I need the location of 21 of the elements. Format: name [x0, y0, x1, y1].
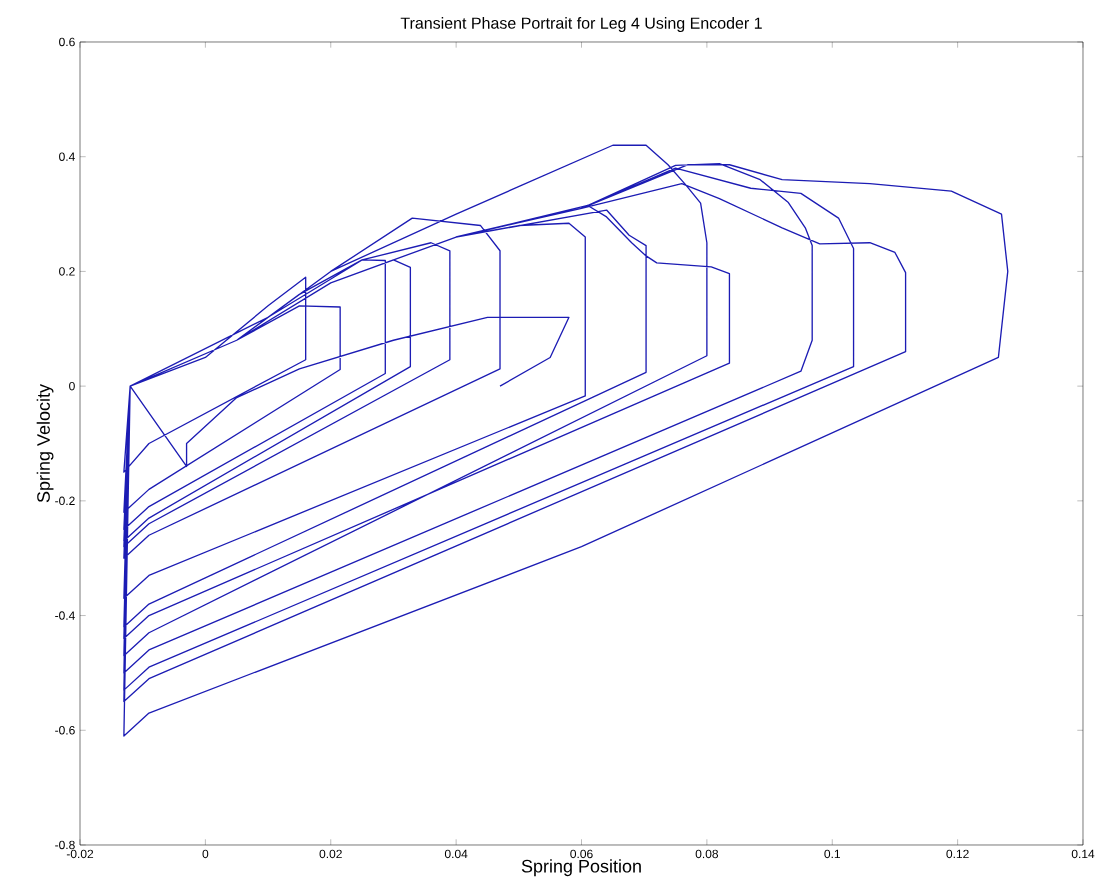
y-tick-label: -0.6 [55, 726, 75, 735]
y-axis-title: Spring Velocity [36, 384, 54, 503]
chart-title: Transient Phase Portrait for Leg 4 Using Encoder 1 [400, 17, 762, 32]
y-tick-label: -0.2 [55, 496, 75, 506]
x-tick-label: 0 [202, 849, 209, 859]
x-tick-label: -0.02 [66, 849, 94, 859]
x-tick-label: 0.1 [824, 849, 840, 859]
x-axis-title: Spring Position [521, 859, 641, 877]
y-tick-label: -0.8 [55, 840, 75, 850]
x-tick-label: 0.12 [946, 849, 969, 859]
x-tick-label: 0.06 [570, 849, 593, 859]
y-tick-label: -0.4 [55, 611, 75, 620]
x-tick-label: 0.08 [695, 849, 719, 859]
x-tick-label: 0.14 [1071, 849, 1095, 859]
line-series [123, 144, 1009, 737]
y-tick-label: 0.2 [59, 267, 75, 276]
x-tick-label: 0.02 [319, 849, 342, 859]
y-tick-label: 0.4 [59, 152, 75, 161]
x-tick-label: 0.04 [444, 849, 468, 859]
y-tick-label: 0 [69, 381, 75, 391]
y-tick-label: 0.6 [59, 37, 75, 47]
